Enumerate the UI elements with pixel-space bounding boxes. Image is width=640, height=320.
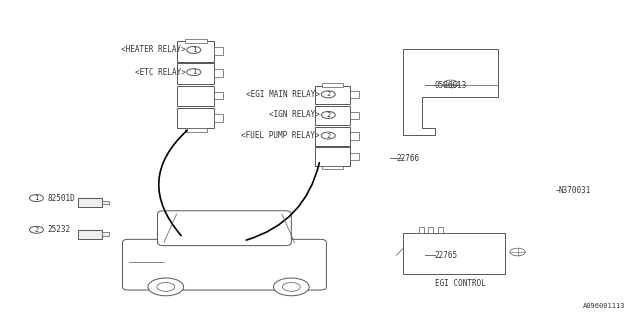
Circle shape <box>321 132 335 139</box>
Text: 2: 2 <box>35 227 38 233</box>
FancyBboxPatch shape <box>428 227 433 233</box>
FancyBboxPatch shape <box>214 114 223 122</box>
FancyBboxPatch shape <box>438 227 443 233</box>
FancyBboxPatch shape <box>316 127 350 146</box>
Text: <EGI MAIN RELAY>: <EGI MAIN RELAY> <box>246 90 320 99</box>
Text: <IGN RELAY>: <IGN RELAY> <box>269 110 320 119</box>
Circle shape <box>29 195 44 202</box>
Text: 82501D: 82501D <box>48 194 76 203</box>
Text: 1: 1 <box>35 195 38 201</box>
FancyBboxPatch shape <box>177 63 214 84</box>
FancyBboxPatch shape <box>350 91 359 98</box>
FancyBboxPatch shape <box>122 239 326 290</box>
Text: 2: 2 <box>326 112 330 118</box>
FancyBboxPatch shape <box>185 39 207 43</box>
Circle shape <box>282 283 300 291</box>
FancyBboxPatch shape <box>214 92 223 100</box>
FancyBboxPatch shape <box>185 128 207 132</box>
Text: EGI CONTROL: EGI CONTROL <box>435 279 486 288</box>
FancyBboxPatch shape <box>177 86 214 106</box>
FancyBboxPatch shape <box>350 132 359 140</box>
FancyBboxPatch shape <box>78 230 102 239</box>
Circle shape <box>321 111 335 118</box>
FancyBboxPatch shape <box>322 166 343 169</box>
Circle shape <box>157 283 175 291</box>
FancyArrowPatch shape <box>159 130 188 236</box>
Text: 22765: 22765 <box>435 251 458 260</box>
FancyBboxPatch shape <box>177 108 214 128</box>
Text: <ETC RELAY>: <ETC RELAY> <box>135 68 186 76</box>
Text: 1: 1 <box>192 47 196 53</box>
FancyBboxPatch shape <box>350 153 359 160</box>
Circle shape <box>29 226 44 233</box>
FancyBboxPatch shape <box>403 233 505 274</box>
Circle shape <box>443 80 458 88</box>
Circle shape <box>187 69 201 76</box>
Text: 2: 2 <box>326 132 330 139</box>
Text: 25232: 25232 <box>48 225 71 234</box>
FancyBboxPatch shape <box>214 69 223 77</box>
FancyBboxPatch shape <box>78 198 102 207</box>
FancyBboxPatch shape <box>419 227 424 233</box>
Circle shape <box>187 46 201 53</box>
FancyBboxPatch shape <box>157 211 291 246</box>
Circle shape <box>273 278 309 296</box>
Text: 2: 2 <box>326 91 330 97</box>
FancyBboxPatch shape <box>316 148 350 166</box>
FancyArrowPatch shape <box>246 163 319 240</box>
FancyBboxPatch shape <box>316 85 350 105</box>
Text: N370031: N370031 <box>559 186 591 195</box>
Circle shape <box>148 278 184 296</box>
Text: <FUEL PUMP RELAY>: <FUEL PUMP RELAY> <box>241 131 320 140</box>
Circle shape <box>510 248 525 256</box>
Circle shape <box>321 91 335 98</box>
FancyBboxPatch shape <box>102 201 109 204</box>
FancyBboxPatch shape <box>102 232 109 236</box>
FancyBboxPatch shape <box>322 83 343 87</box>
Polygon shape <box>403 49 499 135</box>
FancyBboxPatch shape <box>214 47 223 55</box>
FancyBboxPatch shape <box>350 112 359 119</box>
FancyBboxPatch shape <box>316 106 350 125</box>
Text: 1: 1 <box>192 69 196 75</box>
Text: 0586013: 0586013 <box>435 81 467 90</box>
FancyBboxPatch shape <box>177 41 214 62</box>
Text: <HEATER RELAY>: <HEATER RELAY> <box>122 45 186 54</box>
Text: 22766: 22766 <box>396 154 420 163</box>
Text: A096001113: A096001113 <box>584 303 626 309</box>
